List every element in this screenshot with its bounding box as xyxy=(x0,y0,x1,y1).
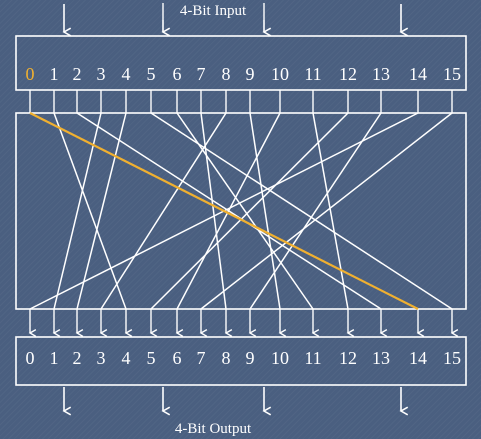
output-label: 1 xyxy=(50,348,59,368)
sbox-wire xyxy=(76,112,127,310)
input-label: 7 xyxy=(197,64,206,84)
input-label: 9 xyxy=(246,64,255,84)
output-label: 15 xyxy=(443,348,461,368)
input-title: 4-Bit Input xyxy=(180,3,247,19)
output-label: 9 xyxy=(246,348,255,368)
sbox-wire xyxy=(312,112,349,310)
output-title: 4-Bit Output xyxy=(175,421,252,437)
input-label: 5 xyxy=(147,64,156,84)
output-labels: 0 1 2 3 4 5 6 7 8 9 10 11 12 13 14 15 xyxy=(26,348,462,368)
output-label: 2 xyxy=(73,348,82,368)
input-arrows xyxy=(62,4,409,37)
input-stubs xyxy=(29,90,453,113)
input-label: 0 xyxy=(26,64,35,84)
input-label: 3 xyxy=(97,64,106,84)
sbox-wire xyxy=(176,112,281,310)
sbox-wire xyxy=(200,112,453,310)
sbox-wire xyxy=(53,112,102,310)
sbox-wire xyxy=(53,112,127,310)
sbox-wire xyxy=(249,112,281,310)
sbox-wire xyxy=(176,112,314,310)
output-label: 0 xyxy=(26,348,35,368)
output-label: 4 xyxy=(122,348,131,368)
input-label: 13 xyxy=(372,64,390,84)
sbox-wire xyxy=(100,112,227,310)
output-label: 8 xyxy=(222,348,231,368)
sbox-wire xyxy=(249,112,382,310)
input-box xyxy=(15,35,467,91)
output-label: 11 xyxy=(304,348,321,368)
sbox-wire xyxy=(150,112,349,310)
input-label: 14 xyxy=(409,64,427,84)
output-arrows xyxy=(62,387,409,416)
input-label: 12 xyxy=(339,64,357,84)
input-label: 10 xyxy=(271,64,289,84)
output-label: 12 xyxy=(339,348,357,368)
input-label: 1 xyxy=(50,64,59,84)
input-label: 4 xyxy=(122,64,131,84)
input-label: 15 xyxy=(443,64,461,84)
input-label: 11 xyxy=(304,64,321,84)
input-label: 8 xyxy=(222,64,231,84)
input-labels: 0 1 2 3 4 5 6 7 8 9 10 11 12 13 14 15 xyxy=(26,64,462,84)
sbox-wires xyxy=(29,112,453,310)
output-label: 10 xyxy=(271,348,289,368)
input-label: 2 xyxy=(73,64,82,84)
output-label: 13 xyxy=(372,348,390,368)
output-label: 6 xyxy=(173,348,182,368)
output-stubs xyxy=(28,309,459,337)
output-label: 3 xyxy=(97,348,106,368)
input-label: 6 xyxy=(173,64,182,84)
output-label: 7 xyxy=(197,348,206,368)
sbox-wire-highlighted xyxy=(29,112,419,310)
output-label: 14 xyxy=(409,348,427,368)
sbox-wire xyxy=(150,112,453,310)
output-box xyxy=(15,336,467,386)
wiring-box xyxy=(15,112,467,310)
output-label: 5 xyxy=(147,348,156,368)
